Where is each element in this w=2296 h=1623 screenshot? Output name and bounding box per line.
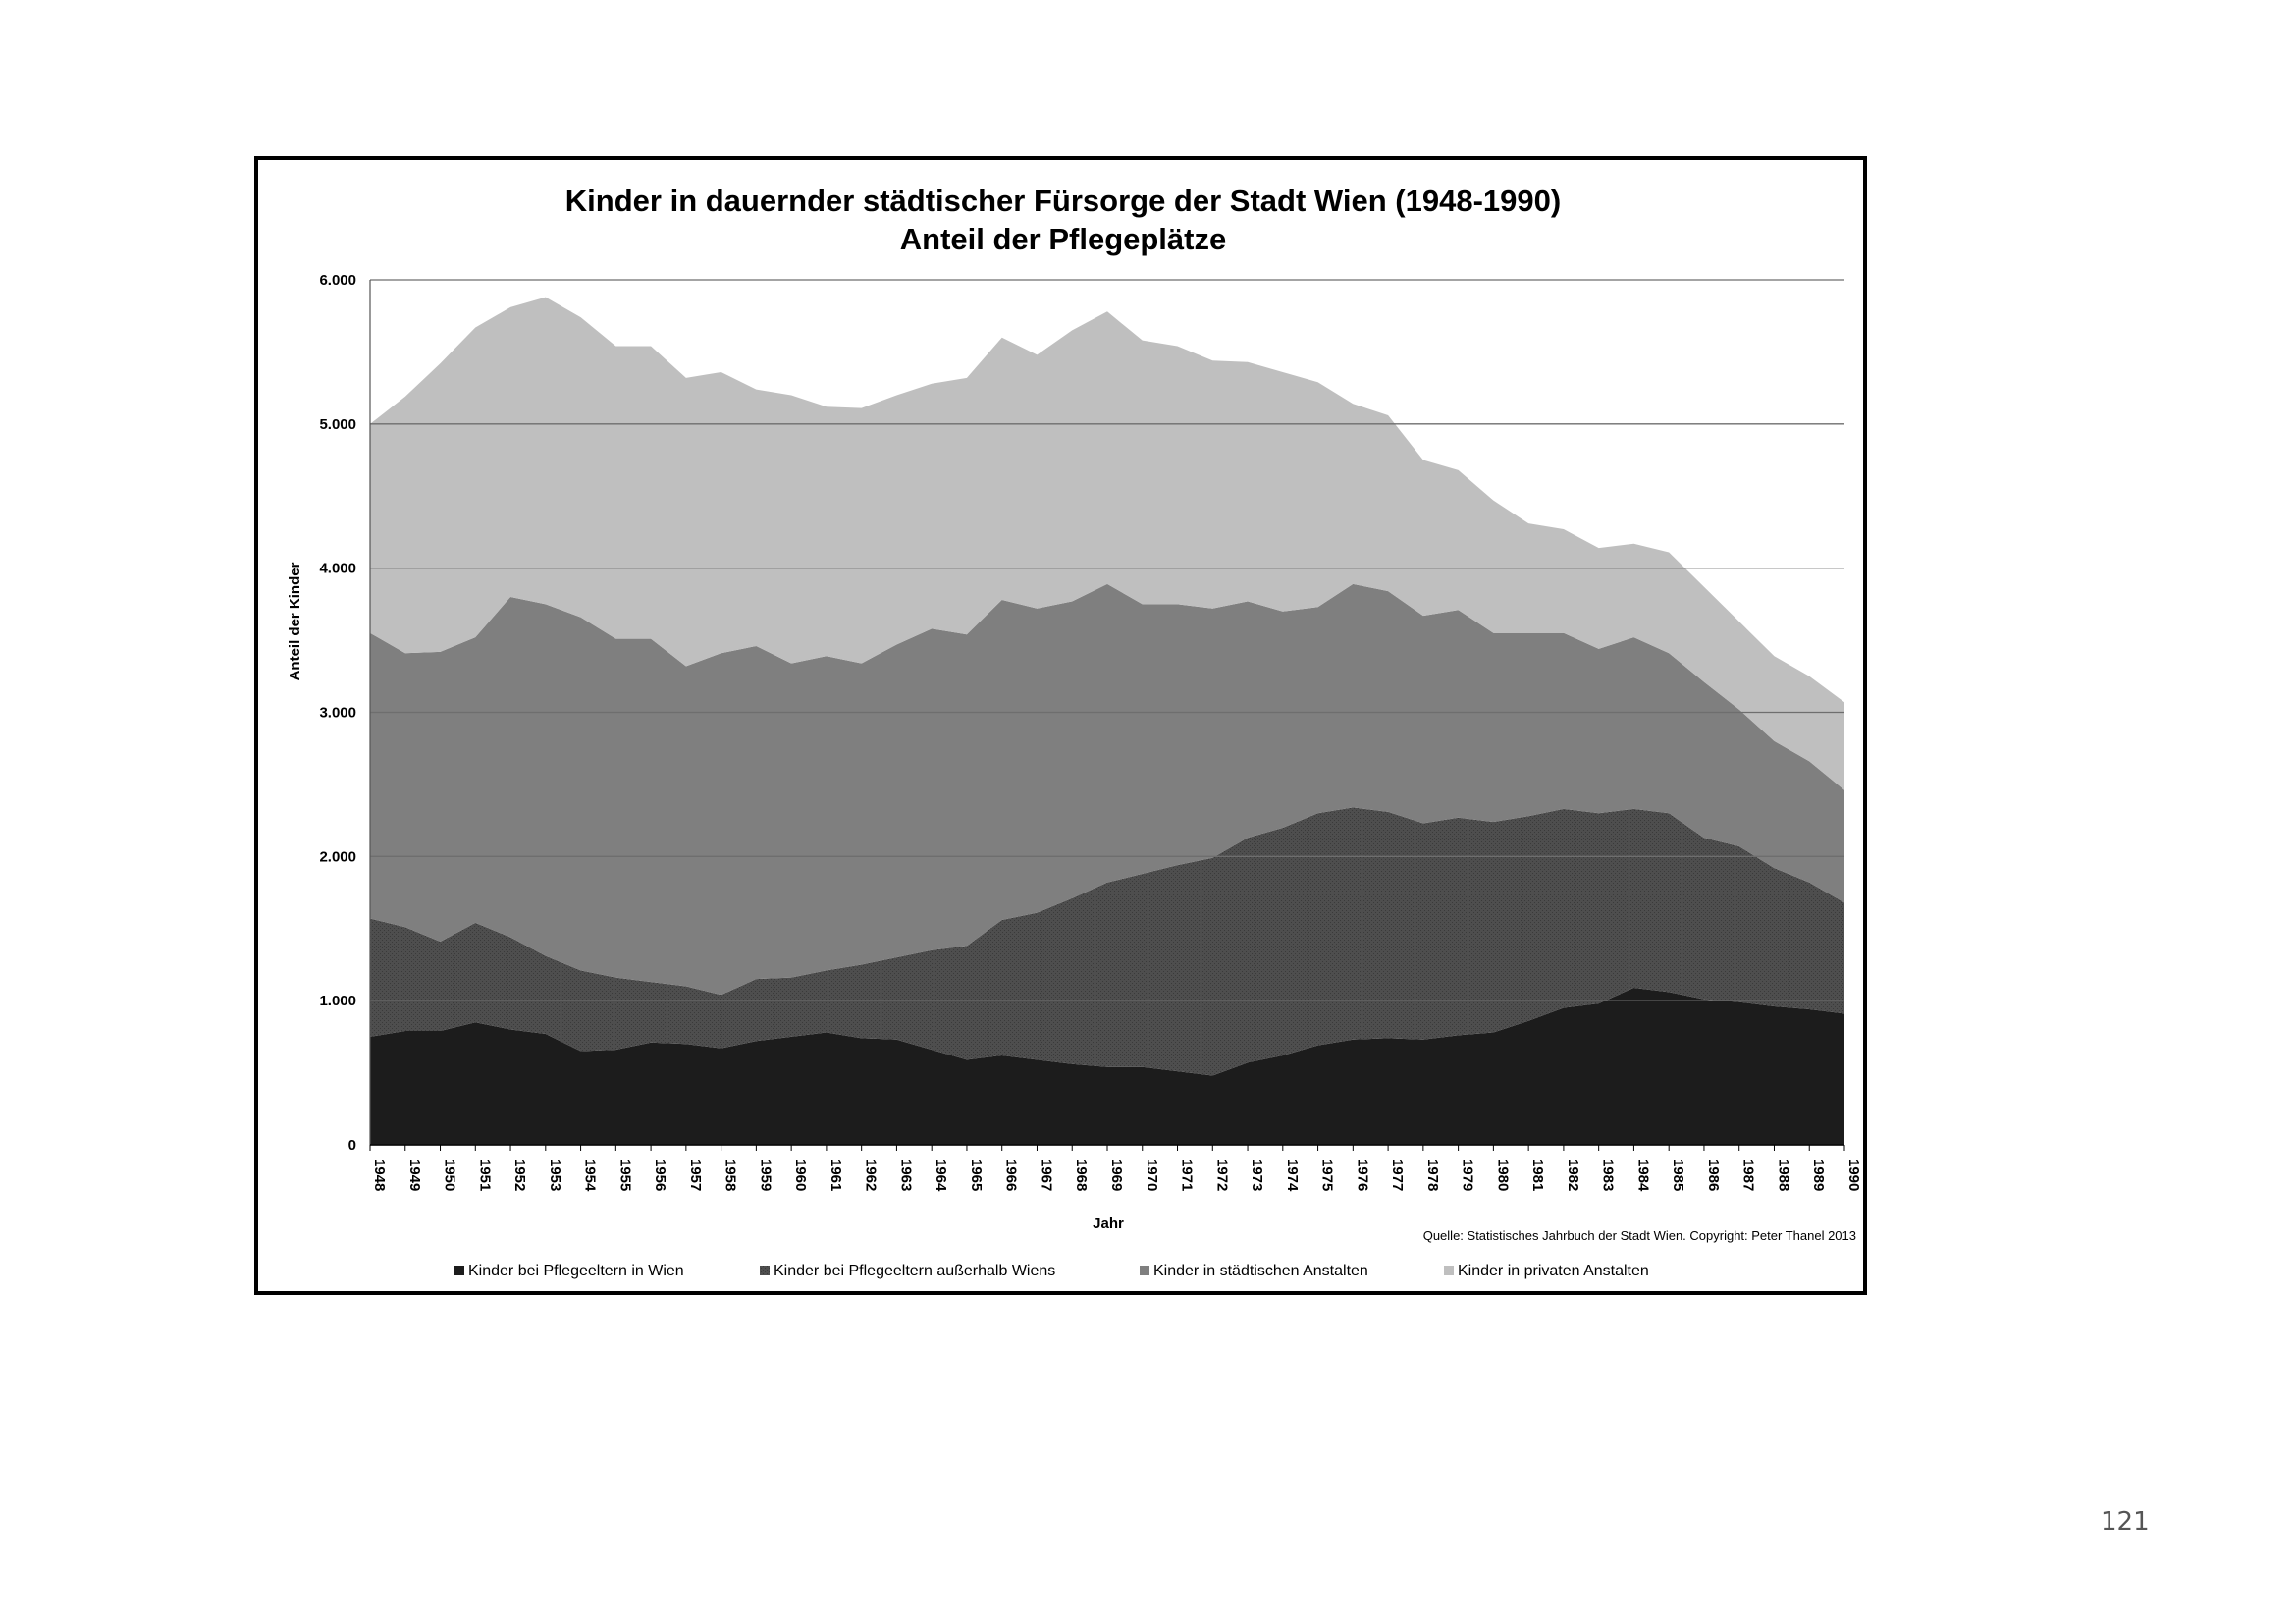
x-tick-label: 1951 xyxy=(476,1159,493,1191)
x-axis-label: Jahr xyxy=(1093,1216,1124,1232)
x-tick-label: 1981 xyxy=(1529,1159,1546,1191)
y-tick-label: 1.000 xyxy=(319,993,356,1009)
legend-label: Kinder in städtischen Anstalten xyxy=(1153,1263,1368,1279)
x-tick-label: 1980 xyxy=(1494,1159,1511,1191)
source-note: Quelle: Statistisches Jahrbuch der Stadt… xyxy=(1423,1228,1856,1243)
area-series-1 xyxy=(370,987,1844,1145)
x-tick-label: 1950 xyxy=(442,1159,458,1191)
x-tick-label: 1975 xyxy=(1319,1159,1336,1191)
area-series-3 xyxy=(370,583,1844,996)
x-tick-label: 1958 xyxy=(722,1159,739,1191)
x-tick-label: 1952 xyxy=(511,1159,528,1191)
y-tick-label: 2.000 xyxy=(319,848,356,865)
legend-item-4: Kinder in privaten Anstalten xyxy=(1444,1263,1649,1279)
legend: Kinder bei Pflegeeltern in Wien Kinder be… xyxy=(454,1263,1649,1279)
stacked-area-chart: Kinder in dauernder städtischer Fürsorge… xyxy=(287,184,1862,1279)
x-tick-label: 1959 xyxy=(757,1159,774,1191)
x-tick-label: 1973 xyxy=(1249,1159,1265,1191)
area-series-4 xyxy=(370,297,1844,790)
y-tick-label: 4.000 xyxy=(319,561,356,577)
x-tick-label: 1968 xyxy=(1073,1159,1090,1191)
x-tick-label: 1982 xyxy=(1565,1159,1581,1191)
legend-label: Kinder in privaten Anstalten xyxy=(1458,1263,1649,1279)
x-tick-label: 1955 xyxy=(616,1159,633,1191)
legend-item-2: Kinder bei Pflegeeltern außerhalb Wiens xyxy=(760,1263,1055,1279)
x-tick-label: 1976 xyxy=(1354,1159,1370,1191)
x-tick-label: 1988 xyxy=(1775,1159,1791,1191)
y-tick-label: 0 xyxy=(348,1137,356,1154)
x-tick-label: 1990 xyxy=(1845,1159,1862,1191)
x-tick-label: 1985 xyxy=(1670,1159,1686,1191)
legend-label: Kinder bei Pflegeeltern in Wien xyxy=(468,1263,684,1279)
chart-title: Kinder in dauernder städtischer Fürsorge… xyxy=(565,184,1561,218)
x-tick-label: 1966 xyxy=(1003,1159,1020,1191)
x-tick-label: 1987 xyxy=(1740,1159,1757,1191)
x-tick-label: 1954 xyxy=(582,1159,599,1192)
x-tick-label: 1960 xyxy=(792,1159,809,1191)
legend-label: Kinder bei Pflegeeltern außerhalb Wiens xyxy=(774,1263,1055,1279)
x-tick-label: 1964 xyxy=(933,1159,949,1192)
y-tick-label: 3.000 xyxy=(319,705,356,722)
x-tick-label: 1962 xyxy=(863,1159,880,1191)
x-tick-label: 1957 xyxy=(687,1159,704,1191)
x-tick-labels: 1948 1949 1950 1951 1952 1953 1954 1955 1956 1957… xyxy=(369,1145,1862,1192)
x-tick-label: 1948 xyxy=(371,1159,388,1191)
chart-subtitle: Anteil der Pflegeplätze xyxy=(900,222,1226,256)
x-tick-label: 1969 xyxy=(1108,1159,1125,1191)
x-tick-label: 1972 xyxy=(1213,1159,1230,1191)
legend-swatch xyxy=(1444,1266,1454,1275)
x-tick-label: 1961 xyxy=(828,1159,844,1191)
x-tick-label: 1970 xyxy=(1144,1159,1160,1191)
x-tick-label: 1953 xyxy=(547,1159,563,1191)
legend-swatch xyxy=(454,1266,464,1275)
y-axis-label: Anteil der Kinder xyxy=(287,562,303,680)
legend-swatch xyxy=(760,1266,770,1275)
x-tick-label: 1956 xyxy=(652,1159,668,1191)
x-tick-label: 1984 xyxy=(1634,1159,1651,1192)
legend-item-3: Kinder in städtischen Anstalten xyxy=(1140,1263,1368,1279)
y-tick-label: 6.000 xyxy=(319,272,356,289)
x-tick-label: 1978 xyxy=(1424,1159,1441,1191)
legend-swatch xyxy=(1140,1266,1149,1275)
x-tick-label: 1971 xyxy=(1179,1159,1196,1191)
x-tick-label: 1974 xyxy=(1284,1159,1301,1192)
chart-frame: Kinder in dauernder städtischer Fürsorge… xyxy=(254,156,1867,1295)
x-tick-label: 1983 xyxy=(1600,1159,1617,1191)
x-tick-label: 1967 xyxy=(1038,1159,1054,1191)
legend-item-1: Kinder bei Pflegeeltern in Wien xyxy=(454,1263,684,1279)
series-areas xyxy=(370,297,1844,1145)
x-tick-label: 1965 xyxy=(968,1159,985,1191)
x-tick-label: 1979 xyxy=(1460,1159,1476,1191)
x-tick-label: 1986 xyxy=(1705,1159,1722,1191)
y-tick-labels: 0 1.000 2.000 3.000 4.000 5.000 6.000 xyxy=(319,272,356,1154)
x-tick-label: 1989 xyxy=(1810,1159,1827,1191)
x-tick-label: 1963 xyxy=(897,1159,914,1191)
area-series-2 xyxy=(370,807,1844,1076)
x-tick-label: 1977 xyxy=(1389,1159,1406,1191)
y-tick-label: 5.000 xyxy=(319,416,356,433)
page-number: 121 xyxy=(2101,1507,2150,1537)
x-tick-label: 1949 xyxy=(406,1159,423,1191)
